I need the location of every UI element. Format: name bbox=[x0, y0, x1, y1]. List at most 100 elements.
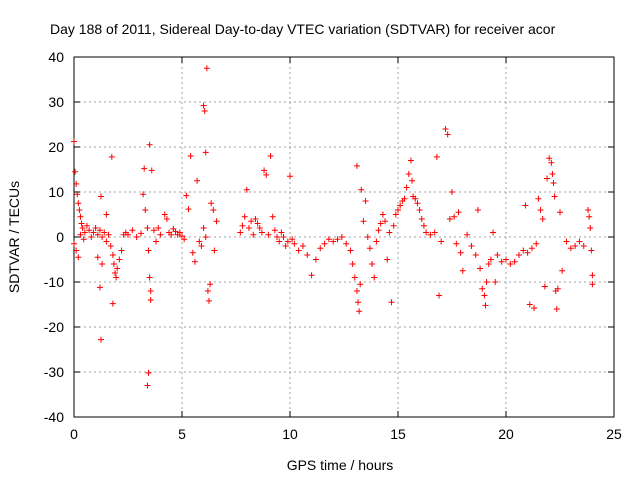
y-tick-labels: -40 -30 -20 -10 0 10 20 30 40 bbox=[44, 49, 64, 425]
data-point bbox=[553, 306, 560, 312]
data-point bbox=[250, 231, 257, 238]
data-point bbox=[110, 261, 117, 267]
data-point bbox=[442, 126, 449, 132]
data-point bbox=[172, 228, 179, 235]
data-point bbox=[317, 245, 324, 252]
data-point bbox=[522, 202, 529, 209]
data-point bbox=[392, 211, 399, 218]
data-point bbox=[202, 234, 209, 240]
data-point bbox=[550, 180, 557, 186]
data-point bbox=[94, 231, 101, 238]
data-point bbox=[291, 240, 298, 247]
data-point bbox=[295, 247, 302, 254]
data-point bbox=[141, 165, 148, 172]
data-point bbox=[423, 229, 430, 236]
data-point bbox=[351, 274, 358, 281]
data-point bbox=[548, 159, 555, 166]
data-point bbox=[147, 288, 154, 294]
data-point bbox=[299, 243, 306, 249]
data-point bbox=[109, 300, 116, 307]
data-point bbox=[526, 301, 533, 308]
data-point bbox=[213, 218, 220, 225]
data-point bbox=[206, 297, 212, 304]
data-point bbox=[444, 131, 451, 138]
data-point bbox=[436, 292, 443, 299]
data-point bbox=[263, 171, 270, 178]
data-point bbox=[241, 213, 248, 220]
data-point bbox=[405, 171, 412, 177]
data-point bbox=[585, 207, 592, 213]
data-point bbox=[145, 369, 152, 376]
data-point bbox=[155, 225, 162, 231]
data-point bbox=[379, 211, 386, 218]
data-point bbox=[474, 207, 481, 213]
data-point bbox=[416, 207, 423, 213]
data-point bbox=[194, 177, 201, 184]
data-point bbox=[78, 220, 85, 227]
data-point bbox=[554, 285, 561, 292]
data-point bbox=[427, 231, 434, 238]
data-point bbox=[557, 209, 563, 216]
data-point bbox=[207, 281, 214, 288]
data-point bbox=[125, 231, 131, 238]
data-point bbox=[401, 195, 408, 202]
data-point bbox=[533, 240, 540, 247]
data-point bbox=[549, 171, 556, 177]
grid-lines bbox=[74, 57, 614, 417]
data-point bbox=[375, 227, 382, 234]
data-point bbox=[535, 195, 542, 202]
data-point bbox=[588, 247, 595, 254]
data-point bbox=[148, 167, 155, 174]
data-point bbox=[71, 240, 77, 247]
data-point bbox=[200, 225, 207, 231]
data-point bbox=[144, 382, 151, 389]
data-point bbox=[468, 243, 475, 249]
data-point bbox=[161, 211, 168, 218]
data-point bbox=[541, 283, 548, 290]
data-point bbox=[163, 216, 170, 222]
y-axis-label: SDTVAR / TECUs bbox=[6, 181, 22, 293]
data-point bbox=[98, 336, 104, 343]
data-point bbox=[287, 173, 293, 180]
data-point bbox=[198, 243, 205, 249]
data-point bbox=[390, 222, 397, 229]
data-point bbox=[191, 258, 198, 265]
data-point bbox=[353, 162, 360, 169]
data-point bbox=[81, 229, 88, 236]
data-point bbox=[168, 231, 175, 238]
data-point bbox=[112, 270, 119, 276]
data-point bbox=[181, 236, 188, 243]
data-point bbox=[347, 247, 354, 254]
data-point bbox=[98, 193, 104, 200]
data-point bbox=[153, 238, 160, 245]
data-point bbox=[551, 193, 558, 200]
data-point bbox=[362, 198, 369, 204]
data-point bbox=[457, 249, 464, 256]
data-point bbox=[455, 209, 462, 216]
x-tick-label: 5 bbox=[178, 426, 186, 442]
data-point bbox=[349, 261, 356, 267]
data-point bbox=[88, 234, 95, 240]
data-point bbox=[75, 200, 82, 207]
data-point bbox=[72, 168, 79, 175]
data-point bbox=[414, 200, 421, 207]
data-point bbox=[114, 265, 121, 272]
data-point bbox=[373, 238, 380, 245]
data-point bbox=[200, 102, 207, 109]
data-point bbox=[567, 245, 574, 252]
data-point bbox=[321, 240, 328, 247]
data-point bbox=[254, 220, 261, 227]
chart-title: Day 188 of 2011, Sidereal Day-to-day VTE… bbox=[50, 21, 556, 37]
data-point bbox=[464, 231, 471, 238]
data-point bbox=[73, 180, 80, 187]
data-point bbox=[269, 213, 276, 220]
data-point bbox=[189, 249, 196, 256]
data-point bbox=[325, 236, 332, 243]
data-point bbox=[334, 236, 341, 243]
data-point bbox=[77, 231, 84, 238]
data-point bbox=[103, 238, 110, 245]
data-point bbox=[157, 231, 164, 238]
data-point bbox=[312, 256, 319, 263]
data-point bbox=[280, 234, 287, 240]
